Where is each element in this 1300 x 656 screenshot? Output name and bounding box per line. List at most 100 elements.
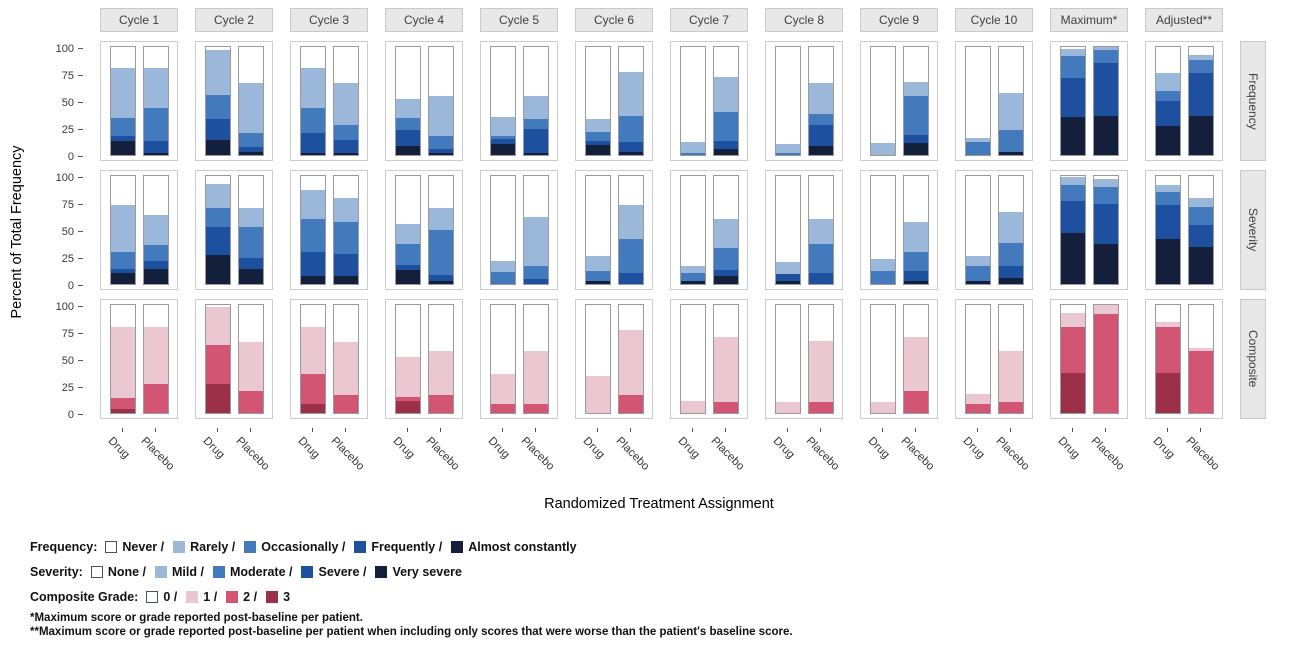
facet-panel <box>1050 41 1128 161</box>
stacked-bar-placebo <box>238 175 264 285</box>
bar-segment <box>904 280 928 284</box>
bar-segment <box>144 261 168 269</box>
facet-panel <box>100 299 178 419</box>
bar-segment <box>1156 101 1180 126</box>
x-tick-label-placebo: Placebo <box>233 435 272 473</box>
stacked-bar-drug <box>300 46 326 156</box>
legend-item: Occasionally / <box>244 540 345 554</box>
y-tick-mark <box>78 231 83 232</box>
bar-segment <box>714 276 738 284</box>
stacked-bar-drug <box>585 304 611 414</box>
legend-item: Severe / <box>301 565 366 579</box>
bar-segment <box>1189 351 1213 413</box>
bar-segment <box>206 94 230 120</box>
bar-segment <box>334 341 358 395</box>
legend-item: None / <box>90 565 146 579</box>
bar-segment <box>1061 373 1085 413</box>
row-facet-label: Severity <box>1246 208 1260 252</box>
bar-segment <box>334 139 358 153</box>
column-facet-strip: Cycle 4 <box>385 8 463 32</box>
stacked-bar-drug <box>1155 175 1181 285</box>
bar-segment <box>396 356 420 397</box>
stacked-bar-drug <box>965 175 991 285</box>
x-axis-labels: Drug Placebo <box>670 428 748 492</box>
stacked-bar-drug <box>775 46 801 156</box>
stacked-bar-drug <box>585 175 611 285</box>
y-tick-label: 75 <box>61 328 74 340</box>
bar-segment <box>334 152 358 155</box>
stacked-bar-drug <box>205 46 231 156</box>
stacked-bar-placebo <box>1093 46 1119 156</box>
bar-segment <box>206 226 230 255</box>
bar-segment <box>144 245 168 262</box>
grid-corner <box>1240 8 1266 32</box>
column-facet-strip: Cycle 5 <box>480 8 558 32</box>
bar-segment <box>999 265 1023 278</box>
bar-segment <box>144 268 168 284</box>
stacked-bar-placebo <box>143 304 169 414</box>
x-tick-mark <box>122 428 123 432</box>
x-tick-mark <box>217 428 218 432</box>
facet-panel <box>480 299 558 419</box>
facet-panel <box>195 41 273 161</box>
stacked-bar-placebo <box>1188 46 1214 156</box>
bar-segment <box>809 124 833 147</box>
facet-panel <box>100 170 178 290</box>
column-facet-strip: Cycle 7 <box>670 8 748 32</box>
bar-segment <box>809 146 833 155</box>
stacked-bar-placebo <box>618 46 644 156</box>
row-facet-strip: Composite <box>1240 299 1266 419</box>
y-tick-mark <box>78 387 83 388</box>
facet-panel <box>860 299 938 419</box>
legend-item-label: 2 / <box>243 590 258 604</box>
bar-segment <box>111 326 135 398</box>
x-axis-labels: Drug Placebo <box>1050 428 1128 492</box>
x-tick-mark <box>915 428 916 432</box>
y-tick-label: 75 <box>61 70 74 82</box>
stacked-bar-drug <box>680 46 706 156</box>
bar-segment <box>809 219 833 245</box>
x-axis-labels: Drug Placebo <box>290 428 368 492</box>
bar-segment <box>206 50 230 95</box>
bar-segment <box>206 139 230 155</box>
stacked-bar-drug <box>1060 46 1086 156</box>
y-tick-mark <box>78 177 83 178</box>
x-tick-label-placebo: Placebo <box>898 435 937 473</box>
stacked-bar-placebo <box>333 175 359 285</box>
stacked-bar-drug <box>1060 304 1086 414</box>
bar-segment <box>1189 116 1213 155</box>
bar-segment <box>111 268 135 274</box>
legend-item-label: Frequently / <box>371 540 443 554</box>
stacked-bar-placebo <box>523 46 549 156</box>
facet-panel <box>955 170 1033 290</box>
facet-panel <box>955 299 1033 419</box>
bar-segment <box>396 244 420 265</box>
row-facet-strip: Frequency <box>1240 41 1266 161</box>
x-tick-label-drug: Drug <box>200 435 227 462</box>
bar-segment <box>714 248 738 270</box>
stacked-bar-placebo <box>998 304 1024 414</box>
facet-grid: Cycle 1 Cycle 2 Cycle 3 Cycle 4 Cycle 5 Cycle… <box>39 8 1266 492</box>
y-axis-ticks: 100 75 50 25 0 <box>39 170 83 292</box>
bar-segment <box>524 129 548 153</box>
bar-segment <box>966 255 990 266</box>
bar-segment <box>681 142 705 153</box>
facet-panel <box>575 170 653 290</box>
bar-segment <box>206 208 230 227</box>
x-tick-mark <box>630 428 631 432</box>
stacked-bar-placebo <box>1093 175 1119 285</box>
legend-swatch-icon <box>244 541 257 553</box>
y-tick-label: 0 <box>67 409 74 421</box>
bar-segment <box>809 113 833 125</box>
x-tick-mark <box>440 428 441 432</box>
bar-segment <box>966 280 990 284</box>
y-tick-mark <box>78 48 83 49</box>
bar-segment <box>776 152 800 155</box>
legend-swatch-icon <box>354 541 367 553</box>
bar-segment <box>524 404 548 413</box>
facet-panel <box>480 170 558 290</box>
bar-segment <box>809 273 833 284</box>
facet-panel <box>290 299 368 419</box>
bar-segment <box>586 132 610 141</box>
legend-item: Almost constantly <box>451 540 577 554</box>
